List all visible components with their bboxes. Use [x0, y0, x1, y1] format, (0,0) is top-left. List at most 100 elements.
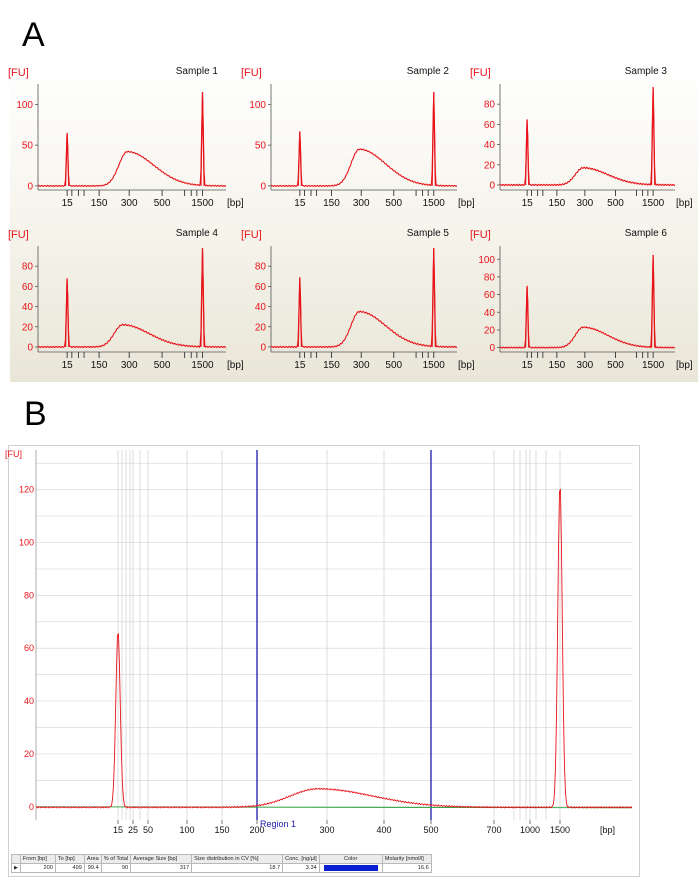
x-axis-unit: [bp] — [676, 198, 693, 209]
y-tick-label: 0 — [27, 181, 33, 192]
panel-a-background — [10, 60, 698, 382]
y-tick-label: 60 — [484, 290, 496, 301]
sample-chart-3: [FU] Sample 3 0 20 40 60 80 15 150 300 500 1500 [bp] — [470, 66, 693, 209]
x-tick-label: 500 — [154, 198, 171, 209]
x-tick-label: 15 — [522, 360, 534, 371]
x-tick-label: 300 — [121, 360, 138, 371]
y-axis-label: [FU] — [470, 229, 491, 241]
x-axis-unit: [bp] — [676, 360, 693, 371]
x-tick-label: 1500 — [550, 825, 570, 835]
x-tick-label: 150 — [323, 198, 340, 209]
trace-line — [37, 248, 227, 349]
y-tick-label: 50 — [22, 141, 34, 152]
upper-marker-peak — [650, 254, 656, 348]
y-tick-label: 0 — [27, 342, 33, 353]
upper-marker-peak — [200, 92, 205, 186]
y-tick-label: 20 — [22, 322, 34, 333]
x-tick-label: 25 — [128, 825, 138, 835]
sample-chart-2: [FU] Sample 2 0 50 100 15 150 300 500 1500 [bp] — [241, 66, 475, 209]
y-tick-label: 20 — [255, 322, 267, 333]
chart-title: Sample 3 — [625, 66, 668, 77]
y-tick-label: 20 — [484, 160, 496, 171]
cell-molarity: 16.6 — [381, 863, 432, 873]
x-tick-label: 300 — [121, 198, 138, 209]
y-tick-label: 40 — [22, 302, 34, 313]
y-axis-label: [FU] — [241, 229, 262, 241]
x-tick-label: 150 — [323, 360, 340, 371]
x-axis-unit: [bp] — [227, 360, 244, 371]
y-tick-label: 100 — [19, 538, 34, 548]
x-tick-label: 300 — [577, 360, 594, 371]
sample-chart-5: [FU] Sample 5 0 20 40 60 80 15 150 300 500 1500 [bp] — [241, 228, 475, 371]
table-header-pct[interactable]: % of Total — [100, 854, 132, 864]
y-tick-label: 40 — [255, 302, 267, 313]
x-tick-label: 15 — [62, 360, 74, 371]
x-axis-unit: [bp] — [227, 198, 244, 209]
x-tick-label: 150 — [214, 825, 229, 835]
upper-marker-peak — [650, 87, 656, 185]
x-tick-label: 15 — [522, 198, 534, 209]
y-tick-label: 100 — [478, 255, 495, 266]
lower-marker-peak — [297, 131, 303, 186]
lower-marker-peak — [64, 278, 70, 347]
table-header-molarity[interactable]: Molarity [nmol/l] — [381, 854, 432, 864]
x-tick-label: 500 — [385, 198, 402, 209]
y-tick-label: 0 — [29, 802, 34, 812]
y-tick-label: 0 — [489, 180, 495, 191]
x-tick-label: 300 — [353, 198, 370, 209]
main-chart: [FU] 0 20 40 60 80 100 120 15 25 50 100 150 200 300 400… — [5, 449, 633, 835]
x-tick-label: 500 — [607, 360, 624, 371]
panel-a-label: A — [22, 16, 45, 54]
row-selector-icon[interactable]: ▶ — [11, 863, 21, 873]
upper-marker-peak — [431, 92, 436, 186]
x-tick-label: 15 — [294, 198, 306, 209]
y-tick-label: 60 — [22, 282, 34, 293]
table-header-avg[interactable]: Average Size [bp] — [130, 854, 193, 864]
cell-pct: 90 — [100, 863, 132, 873]
x-axis-unit: [bp] — [458, 360, 475, 371]
x-tick-label: 15 — [113, 825, 123, 835]
table-header-row: From [bp] To [bp] Area % of Total Averag… — [11, 854, 432, 864]
table-header-cv[interactable]: Size distribution in CV [%] — [191, 854, 284, 864]
region-label: Region 1 — [260, 819, 296, 829]
x-tick-label: 500 — [423, 825, 438, 835]
y-tick-label: 80 — [24, 590, 34, 600]
x-tick-label: 500 — [154, 360, 171, 371]
table-header-area[interactable]: Area — [83, 854, 102, 864]
table-row[interactable]: ▶ 200 499 99.4 90 317 18.7 3.34 16.6 — [11, 863, 432, 873]
panel-b-plot-frame — [8, 445, 640, 877]
y-tick-label: 60 — [255, 282, 267, 293]
y-axis-label: [FU] — [241, 67, 262, 79]
cell-area: 99.4 — [83, 863, 102, 873]
x-tick-label: 1500 — [423, 198, 446, 209]
cell-cv: 18.7 — [191, 863, 284, 873]
sample-chart-6: [FU] Sample 6 0 20 40 60 80 100 15 150 300 500 1500 [… — [470, 228, 693, 371]
x-tick-label: 500 — [385, 360, 402, 371]
panel-b-label: B — [24, 395, 47, 433]
y-tick-label: 60 — [484, 120, 496, 131]
table-header-arrow — [11, 854, 21, 864]
x-tick-label: 1000 — [520, 825, 540, 835]
y-tick-label: 0 — [260, 181, 266, 192]
x-tick-label: 1500 — [423, 360, 446, 371]
x-tick-label: 500 — [607, 198, 624, 209]
y-tick-label: 80 — [255, 262, 267, 273]
table-header-from[interactable]: From [bp] — [19, 854, 56, 864]
x-axis-unit: [bp] — [600, 825, 615, 835]
x-tick-label: 150 — [91, 360, 108, 371]
x-tick-label: 15 — [294, 360, 306, 371]
x-tick-label: 15 — [62, 198, 74, 209]
x-tick-label: 1500 — [191, 198, 214, 209]
table-header-to[interactable]: To [bp] — [54, 854, 85, 864]
y-tick-label: 60 — [24, 643, 34, 653]
x-tick-label: 150 — [549, 198, 566, 209]
y-tick-label: 20 — [484, 325, 496, 336]
y-tick-label: 80 — [484, 272, 496, 283]
x-tick-label: 1500 — [642, 198, 665, 209]
trace-line — [37, 92, 227, 188]
x-tick-label: 300 — [319, 825, 334, 835]
chart-title: Sample 2 — [407, 66, 450, 77]
table-header-conc[interactable]: Conc. [ng/µl] — [282, 854, 320, 864]
table-header-color[interactable]: Color — [318, 854, 383, 864]
